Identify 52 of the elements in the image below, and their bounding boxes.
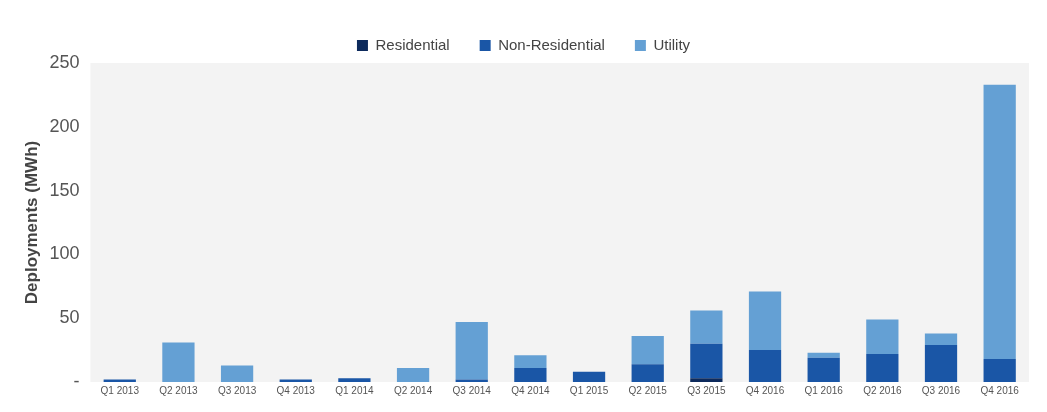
x-tick-label: Q1 2015 <box>569 384 609 396</box>
y-tick-label: 200 <box>49 115 80 136</box>
y-tick-label: 150 <box>49 179 80 200</box>
bar <box>866 353 899 382</box>
bar <box>631 336 664 365</box>
bar <box>866 319 899 354</box>
bar <box>690 310 723 344</box>
bar <box>924 333 958 345</box>
bar <box>983 359 1016 382</box>
bar <box>338 378 371 382</box>
bar <box>924 345 958 382</box>
x-tick-label: Q3 2013 <box>217 384 257 396</box>
y-tick-label: 100 <box>49 243 80 264</box>
legend-label: Non-Residential <box>498 35 605 53</box>
x-tick-label: Q1 2013 <box>100 384 140 396</box>
y-tick-label: 250 <box>49 51 80 72</box>
y-axis-title: Deployments (MWh) <box>21 140 41 305</box>
y-tick-label: - <box>73 370 80 391</box>
x-tick-label: Q3 2014 <box>452 384 492 396</box>
x-tick-label: Q2 2014 <box>393 384 433 396</box>
bar <box>631 364 664 382</box>
bar <box>572 371 606 382</box>
y-tick-label: 50 <box>59 307 80 328</box>
bar <box>396 367 430 382</box>
x-tick-label: Q2 2016 <box>863 384 902 396</box>
bar <box>162 342 195 382</box>
x-tick-label: Q3 2016 <box>921 384 961 396</box>
legend-label: Utility <box>653 35 691 53</box>
bar <box>748 350 782 382</box>
x-tick-label: Q4 2014 <box>511 384 550 396</box>
x-tick-label: Q1 2014 <box>335 384 375 396</box>
x-tick-label: Q2 2013 <box>159 384 199 396</box>
bar <box>103 379 136 382</box>
bar <box>279 379 312 382</box>
x-tick-label: Q4 2016 <box>745 384 785 396</box>
bar <box>983 84 1016 360</box>
bar <box>455 322 488 380</box>
x-tick-label: Q4 2013 <box>276 384 316 396</box>
bar <box>514 367 547 382</box>
x-tick-label: Q1 2016 <box>804 384 844 396</box>
bar <box>690 378 723 382</box>
bar <box>455 379 488 382</box>
x-tick-label: Q2 2015 <box>628 384 668 396</box>
x-tick-label: Q3 2015 <box>687 384 726 396</box>
bar <box>514 355 547 368</box>
x-tick-label: Q4 2016 <box>980 384 1020 396</box>
bar <box>807 352 840 358</box>
bar <box>807 357 840 382</box>
bar <box>220 365 254 382</box>
bar <box>748 291 782 351</box>
bar <box>690 343 723 379</box>
legend-label: Residential <box>375 35 450 53</box>
